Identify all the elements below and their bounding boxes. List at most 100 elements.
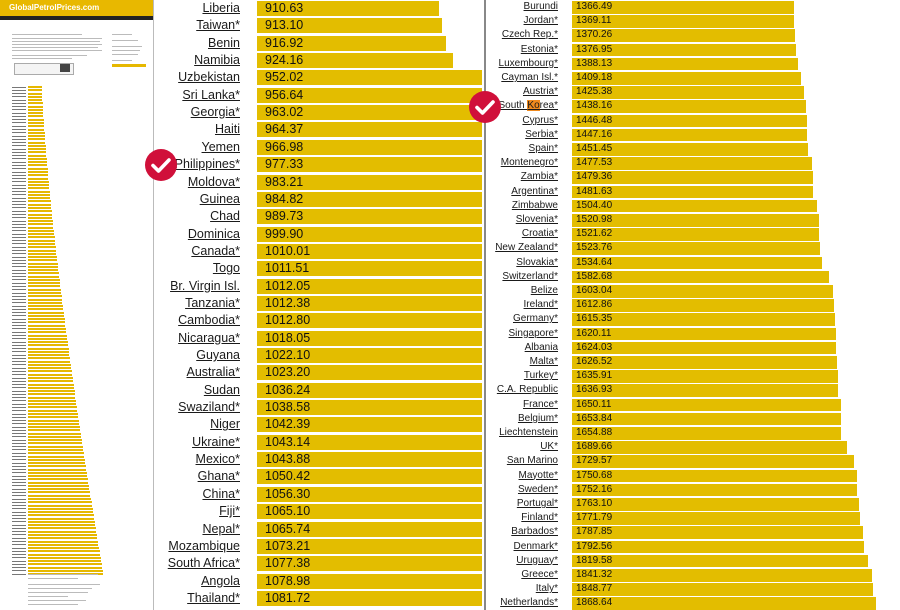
country-label[interactable]: Benin xyxy=(208,35,240,50)
thumbnail-bar xyxy=(28,396,76,399)
country-label[interactable]: Sweden* xyxy=(517,483,558,495)
country-label[interactable]: Mayotte* xyxy=(518,469,558,481)
country-label[interactable]: Swaziland* xyxy=(178,400,240,415)
price-bar xyxy=(572,412,842,426)
country-label[interactable]: Singapore* xyxy=(508,327,558,339)
country-label[interactable]: Chad xyxy=(210,209,240,224)
country-label[interactable]: Tanzania* xyxy=(185,295,240,310)
country-label[interactable]: South Korea* xyxy=(498,100,558,112)
country-label[interactable]: Ghana* xyxy=(197,469,240,484)
country-label[interactable]: New Zealand* xyxy=(495,242,558,254)
checkmark-icon xyxy=(469,90,501,123)
country-label[interactable]: Belize xyxy=(530,285,558,296)
country-label[interactable]: Sri Lanka* xyxy=(182,87,240,102)
country-label[interactable]: Denmark* xyxy=(513,540,558,552)
country-label[interactable]: Malta* xyxy=(529,356,558,367)
country-label[interactable]: Montenegro* xyxy=(500,157,558,169)
country-label[interactable]: Haiti xyxy=(214,122,240,137)
country-label[interactable]: Turkey* xyxy=(523,370,558,382)
country-label[interactable]: France* xyxy=(522,398,558,410)
country-label[interactable]: Georgia* xyxy=(190,105,240,120)
country-label[interactable]: Philippines* xyxy=(174,157,240,172)
country-label[interactable]: Australia* xyxy=(186,365,241,380)
country-label[interactable]: Serbia* xyxy=(525,128,558,140)
country-label[interactable]: Albania xyxy=(524,341,558,353)
thumbnail-bar xyxy=(28,151,47,154)
thumbnail-label xyxy=(12,285,26,287)
thumbnail-footer-line xyxy=(28,604,78,605)
thumbnail-ad-button[interactable] xyxy=(60,64,70,72)
country-label[interactable]: Uruguay* xyxy=(516,554,558,566)
country-label[interactable]: Argentina* xyxy=(511,185,558,197)
country-label[interactable]: UK* xyxy=(540,441,558,453)
country-label[interactable]: Czech Rep.* xyxy=(501,29,558,41)
country-label[interactable]: Nepal* xyxy=(202,521,240,536)
country-label[interactable]: Barbados* xyxy=(511,526,558,538)
country-label[interactable]: Br. Virgin Isl. xyxy=(170,278,240,293)
country-label[interactable]: Zambia* xyxy=(520,171,558,183)
search-highlight: Ko xyxy=(527,100,540,112)
country-label[interactable]: Germany* xyxy=(512,313,558,325)
country-label[interactable]: Yemen xyxy=(201,139,240,154)
country-label[interactable]: C.A. Republic xyxy=(496,384,558,396)
country-label[interactable]: Ukraine* xyxy=(192,434,240,449)
country-label[interactable]: Canada* xyxy=(191,243,240,258)
thumbnail-label xyxy=(12,527,26,529)
country-label[interactable]: Cayman Isl.* xyxy=(501,72,558,83)
thumbnail-bar xyxy=(28,239,55,242)
price-bar xyxy=(257,538,482,554)
thumbnail-bar xyxy=(28,233,55,236)
thumbnail-label xyxy=(12,524,26,526)
country-label[interactable]: Uzbekistan xyxy=(178,70,240,85)
thumbnail-bar xyxy=(28,144,46,147)
country-label[interactable]: Greece* xyxy=(521,569,558,580)
country-label[interactable]: Fiji* xyxy=(219,504,240,519)
country-label[interactable]: Burundi xyxy=(523,1,558,12)
country-label[interactable]: Cyprus* xyxy=(522,114,558,126)
country-label[interactable]: Finland* xyxy=(521,512,558,524)
country-label[interactable]: Guyana xyxy=(196,348,240,362)
site-logo[interactable]: GlobalPetrolPrices.com xyxy=(9,3,100,12)
country-label[interactable]: Italy* xyxy=(535,583,558,595)
country-label[interactable]: Cambodia* xyxy=(178,313,240,328)
country-label[interactable]: Guinea xyxy=(199,191,240,206)
country-label[interactable]: Togo xyxy=(212,261,240,276)
country-label[interactable]: Nicaragua* xyxy=(178,330,240,345)
country-label[interactable]: Niger xyxy=(210,417,240,432)
country-label[interactable]: Croatia* xyxy=(521,228,558,240)
country-label[interactable]: Namibia xyxy=(194,53,240,68)
country-label[interactable]: Mozambique xyxy=(168,538,240,553)
country-label[interactable]: Sudan xyxy=(203,382,240,397)
thumbnail-yellow-button xyxy=(112,64,146,67)
country-label[interactable]: Mexico* xyxy=(195,452,240,467)
country-label[interactable]: Ireland* xyxy=(523,299,558,311)
thumbnail-bar xyxy=(28,148,46,151)
country-label[interactable]: Zimbabwe xyxy=(511,199,558,211)
country-label[interactable]: Switzerland* xyxy=(502,270,558,282)
country-label[interactable]: Portugal* xyxy=(516,498,558,509)
country-label[interactable]: Thailand* xyxy=(187,590,240,605)
country-label[interactable]: Angola xyxy=(201,573,240,588)
country-label[interactable]: Austria* xyxy=(522,86,558,98)
country-label[interactable]: Netherlands* xyxy=(500,597,558,609)
price-bar xyxy=(257,521,482,537)
country-label[interactable]: South Africa* xyxy=(167,556,240,571)
country-label[interactable]: Belgium* xyxy=(517,412,558,424)
country-label[interactable]: China* xyxy=(202,486,240,501)
country-label[interactable]: San Marino xyxy=(506,455,558,467)
country-label[interactable]: Jordan* xyxy=(523,15,558,27)
country-label[interactable]: Luxembourg* xyxy=(498,57,558,69)
site-nav-bar[interactable] xyxy=(0,16,153,20)
country-label[interactable]: Liechtenstein xyxy=(499,427,558,438)
country-label[interactable]: Slovakia* xyxy=(516,256,558,268)
country-label[interactable]: Dominica xyxy=(187,226,240,241)
country-label[interactable]: Slovenia* xyxy=(515,214,558,225)
price-bar xyxy=(257,469,482,485)
country-label[interactable]: Taiwan* xyxy=(196,18,240,33)
price-bar xyxy=(257,18,442,34)
country-label[interactable]: Liberia xyxy=(202,1,240,15)
country-label[interactable]: Estonia* xyxy=(520,43,558,55)
thumbnail-bar xyxy=(28,180,49,183)
country-label[interactable]: Moldova* xyxy=(187,174,240,189)
country-label[interactable]: Spain* xyxy=(528,143,558,154)
